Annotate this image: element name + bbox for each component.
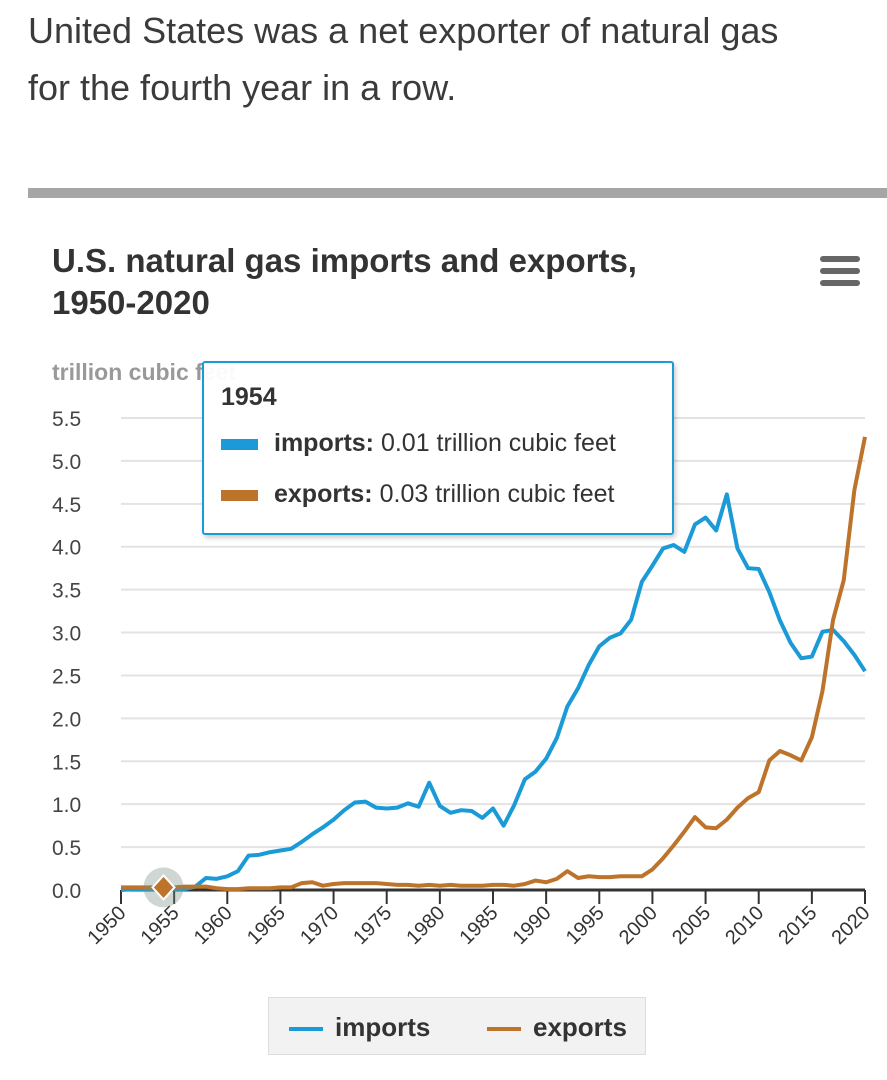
- chart-title-line-1: U.S. natural gas imports and exports,: [52, 242, 637, 279]
- intro-line-1: United States was a net exporter of natu…: [28, 10, 779, 51]
- tooltip-exports-value: 0.03 trillion cubic feet: [379, 480, 615, 508]
- y-tick-label: 5.5: [52, 408, 81, 431]
- chart-title: U.S. natural gas imports and exports, 19…: [52, 240, 637, 324]
- hover-marker-exports: [151, 873, 176, 901]
- tooltip-year: 1954: [221, 383, 277, 411]
- x-tick-label: 2020: [828, 902, 875, 949]
- series-line-exports: [121, 436, 867, 892]
- x-tick-label: 1965: [243, 902, 290, 949]
- x-tick-label: 1995: [562, 902, 609, 949]
- chart-svg: trillion cubic feet0.00.51.01.52.02.53.0…: [52, 359, 875, 949]
- x-tick-label: 2010: [721, 902, 768, 949]
- tooltip-imports-label: imports:: [274, 429, 374, 457]
- series-line-imports: [120, 492, 867, 892]
- y-tick-label: 2.0: [52, 708, 81, 731]
- x-tick-label: 1975: [349, 902, 396, 949]
- tooltip-imports: imports: 0.01 trillion cubic feet: [221, 429, 616, 458]
- intro-line-2: for the fourth year in a row.: [28, 67, 457, 108]
- legend-item-imports[interactable]: imports: [289, 1012, 430, 1043]
- x-tick-label: 1985: [456, 902, 503, 949]
- exports-swatch: [221, 489, 258, 501]
- x-tick-label: 1990: [509, 902, 556, 949]
- y-tick-label: 2.5: [52, 665, 81, 688]
- x-tick-label: 2005: [668, 902, 715, 949]
- y-tick-label: 0.5: [52, 837, 81, 860]
- tooltip: 1954 imports: 0.01 trillion cubic feet e…: [202, 361, 674, 535]
- y-tick-label: 0.0: [52, 880, 81, 903]
- y-tick-label: 1.5: [52, 751, 81, 774]
- tooltip-imports-value: 0.01 trillion cubic feet: [380, 429, 616, 457]
- legend: imports exports: [268, 997, 646, 1055]
- x-tick-label: 2000: [615, 902, 662, 949]
- x-tick-label: 1955: [137, 902, 184, 949]
- y-tick-label: 4.0: [52, 537, 81, 560]
- y-tick-label: 3.0: [52, 623, 81, 646]
- legend-label: exports: [533, 1012, 627, 1042]
- hamburger-menu-icon[interactable]: [820, 256, 860, 288]
- y-tick-label: 3.5: [52, 580, 81, 603]
- y-tick-label: 4.5: [52, 494, 81, 517]
- y-tick-label: 1.0: [52, 794, 81, 817]
- x-tick-label: 2015: [774, 902, 821, 949]
- y-tick-label: 5.0: [52, 451, 81, 474]
- legend-label: imports: [335, 1012, 431, 1042]
- legend-item-exports[interactable]: exports: [487, 1012, 627, 1043]
- chart-title-line-2: 1950-2020: [52, 284, 210, 321]
- x-tick-label: 1960: [190, 902, 237, 949]
- x-tick-label: 1970: [296, 902, 343, 949]
- x-tick-label: 1950: [84, 902, 131, 949]
- intro-text: United States was a net exporter of natu…: [28, 8, 887, 122]
- x-tick-label: 1980: [402, 902, 449, 949]
- tooltip-exports-label: exports:: [274, 480, 373, 508]
- divider: [28, 188, 887, 198]
- tooltip-exports: exports: 0.03 trillion cubic feet: [221, 480, 614, 509]
- imports-swatch: [221, 438, 258, 450]
